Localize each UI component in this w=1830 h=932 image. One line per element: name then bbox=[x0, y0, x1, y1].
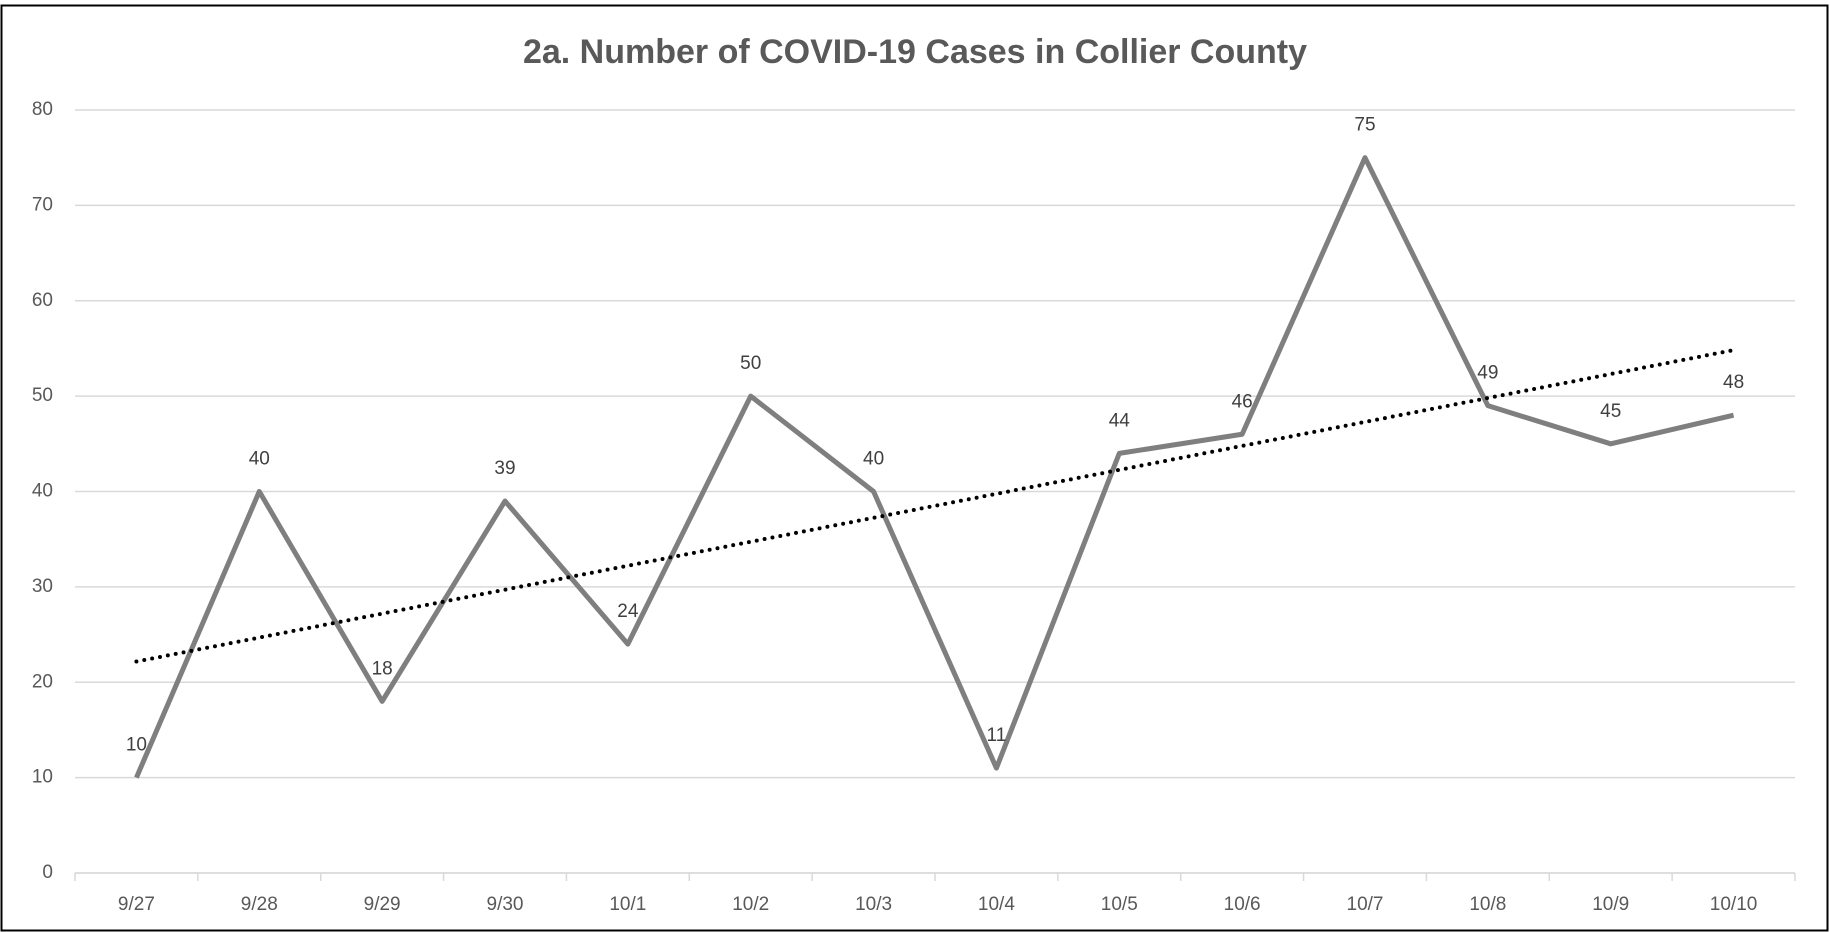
x-tick-label: 10/4 bbox=[978, 894, 1015, 915]
y-tick-label: 80 bbox=[32, 99, 53, 120]
data-label: 46 bbox=[1232, 391, 1253, 412]
y-tick-label: 0 bbox=[42, 862, 53, 883]
x-tick-label: 9/29 bbox=[364, 894, 401, 915]
data-label: 40 bbox=[249, 449, 270, 470]
x-tick-label: 10/1 bbox=[609, 894, 646, 915]
y-tick-label: 30 bbox=[32, 576, 53, 597]
trendline bbox=[134, 348, 1736, 664]
chart-border bbox=[0, 4, 1829, 932]
data-label: 44 bbox=[1109, 410, 1131, 431]
y-tick-label: 20 bbox=[32, 671, 53, 692]
data-label: 45 bbox=[1600, 401, 1621, 422]
data-label: 24 bbox=[617, 601, 639, 622]
data-label: 48 bbox=[1723, 372, 1744, 393]
data-label: 49 bbox=[1477, 363, 1498, 384]
x-tick-label: 10/8 bbox=[1469, 894, 1506, 915]
data-label: 10 bbox=[126, 735, 147, 756]
y-tick-label: 70 bbox=[32, 194, 53, 215]
data-label: 18 bbox=[372, 658, 393, 679]
data-label: 40 bbox=[863, 449, 884, 470]
x-tick-label: 10/2 bbox=[732, 894, 769, 915]
x-tick-label: 10/9 bbox=[1592, 894, 1629, 915]
y-tick-label: 40 bbox=[32, 481, 53, 502]
data-label: 39 bbox=[494, 458, 515, 479]
y-tick-label: 60 bbox=[32, 290, 53, 311]
data-label: 50 bbox=[740, 353, 761, 374]
data-label: 75 bbox=[1354, 115, 1375, 136]
x-tick-label: 10/10 bbox=[1710, 894, 1758, 915]
x-tick-label: 10/3 bbox=[855, 894, 892, 915]
x-tick-label: 10/7 bbox=[1347, 894, 1384, 915]
y-tick-label: 50 bbox=[32, 385, 53, 406]
data-label: 11 bbox=[987, 725, 1007, 746]
x-tick-label: 10/5 bbox=[1101, 894, 1138, 915]
x-tick-label: 9/30 bbox=[487, 894, 524, 915]
chart-title: 2a. Number of COVID-19 Cases in Collier … bbox=[523, 33, 1307, 71]
y-tick-label: 10 bbox=[32, 767, 53, 788]
x-tick-label: 9/27 bbox=[118, 894, 155, 915]
series-line bbox=[134, 155, 1735, 779]
x-tick-label: 10/6 bbox=[1224, 894, 1261, 915]
x-tick-label: 9/28 bbox=[241, 894, 278, 915]
